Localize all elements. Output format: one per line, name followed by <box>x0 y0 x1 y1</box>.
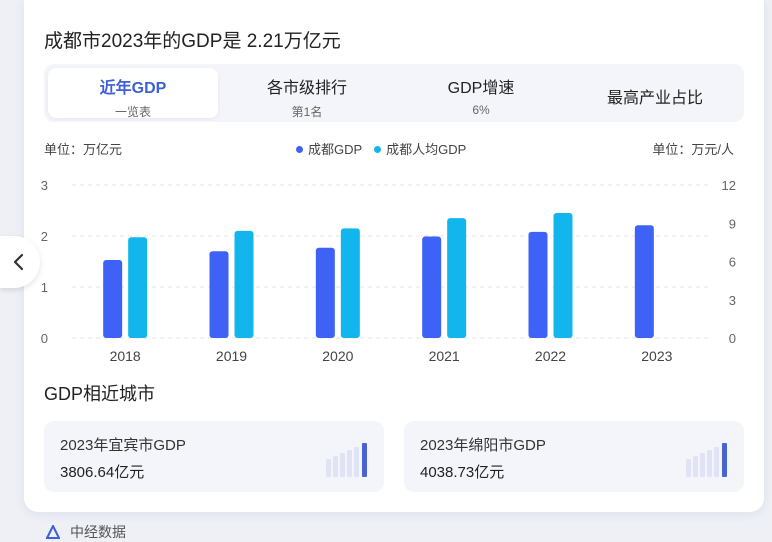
chevron-left-icon <box>13 253 24 271</box>
mini-bars-icon <box>326 441 370 477</box>
tab-sub: 一览表 <box>114 105 151 119</box>
page-title: 成都市2023年的GDP是 2.21万亿元 <box>44 31 341 52</box>
x-tick-label: 2018 <box>110 348 141 364</box>
legend-label: 成都GDP <box>308 142 363 157</box>
bar-gdp <box>315 247 335 338</box>
bar-gdp <box>634 225 654 338</box>
x-tick-label: 2022 <box>535 348 566 364</box>
y-left-tick-label: 2 <box>41 229 48 244</box>
city-gdp-name: 2023年绵阳市GDP <box>420 437 546 454</box>
left-unit-label: 单位：万亿元 <box>44 142 123 157</box>
tab-label: 各市级排行 <box>266 80 347 97</box>
legend-label: 成都人均GDP <box>386 142 467 157</box>
y-left-tick-label: 1 <box>41 280 48 295</box>
similar-city-card[interactable]: 2023年绵阳市GDP 4038.73亿元 <box>404 421 744 492</box>
bar-gdp <box>209 251 229 338</box>
similar-city-card[interactable]: 2023年宜宾市GDP 3806.64亿元 <box>44 421 384 492</box>
bar-per-capita <box>234 230 254 338</box>
tab-recent-gdp[interactable]: 近年GDP 一览表 <box>48 68 218 119</box>
chart-legend: 成都GDP 成都人均GDP <box>296 139 466 158</box>
legend-item-per-capita[interactable]: 成都人均GDP <box>374 139 466 158</box>
tab-city-ranking[interactable]: 各市级排行 第1名 <box>222 68 392 119</box>
y-right-tick-label: 0 <box>729 331 736 346</box>
x-tick-label: 2021 <box>429 348 460 364</box>
x-tick-label: 2020 <box>322 348 353 364</box>
prev-button[interactable] <box>0 236 40 288</box>
x-tick-label: 2019 <box>216 348 247 364</box>
y-left-tick-label: 3 <box>41 178 48 193</box>
bar-per-capita <box>447 218 467 338</box>
bar-gdp <box>103 259 123 338</box>
mini-bars-icon <box>686 441 730 477</box>
city-gdp-value: 4038.73亿元 <box>420 464 505 481</box>
y-left-tick-label: 0 <box>41 331 48 346</box>
tab-label: GDP增速 <box>447 80 515 97</box>
city-gdp-name: 2023年宜宾市GDP <box>60 437 186 454</box>
y-right-tick-label: 6 <box>729 255 736 270</box>
bar-gdp <box>528 231 548 338</box>
bar-gdp <box>422 236 442 338</box>
gdp-card: 成都市2023年的GDP是 2.21万亿元 近年GDP 一览表 各市级排行 第1… <box>24 0 764 512</box>
bar-per-capita <box>340 228 360 338</box>
legend-dot <box>374 146 382 153</box>
y-right-tick-label: 3 <box>729 293 736 308</box>
city-gdp-value: 3806.64亿元 <box>60 464 145 481</box>
tab-gdp-growth[interactable]: GDP增速 6% <box>396 68 566 118</box>
tab-label: 近年GDP <box>99 80 167 97</box>
legend-item-gdp[interactable]: 成都GDP <box>296 139 362 158</box>
y-right-tick-label: 9 <box>729 216 736 231</box>
right-unit-label: 单位：万元/人 <box>652 142 734 157</box>
legend-dot <box>296 146 303 153</box>
tab-sub: 第1名 <box>291 105 323 119</box>
tab-sub: 6% <box>472 103 490 117</box>
source-label: 中经数据 <box>70 524 126 540</box>
tab-bar: 近年GDP 一览表 各市级排行 第1名 GDP增速 6% 最高产业占比 <box>44 64 744 122</box>
tab-top-industry[interactable]: 最高产业占比 <box>570 68 740 118</box>
bar-per-capita <box>128 237 148 338</box>
similar-cities-title: GDP相近城市 <box>44 384 156 404</box>
source-logo-icon <box>46 525 60 539</box>
source-footer: 中经数据 <box>46 522 126 542</box>
x-tick-label: 2023 <box>641 348 672 364</box>
bar-per-capita <box>553 213 573 338</box>
tab-label: 最高产业占比 <box>606 90 703 107</box>
y-right-tick-label: 12 <box>722 178 736 193</box>
